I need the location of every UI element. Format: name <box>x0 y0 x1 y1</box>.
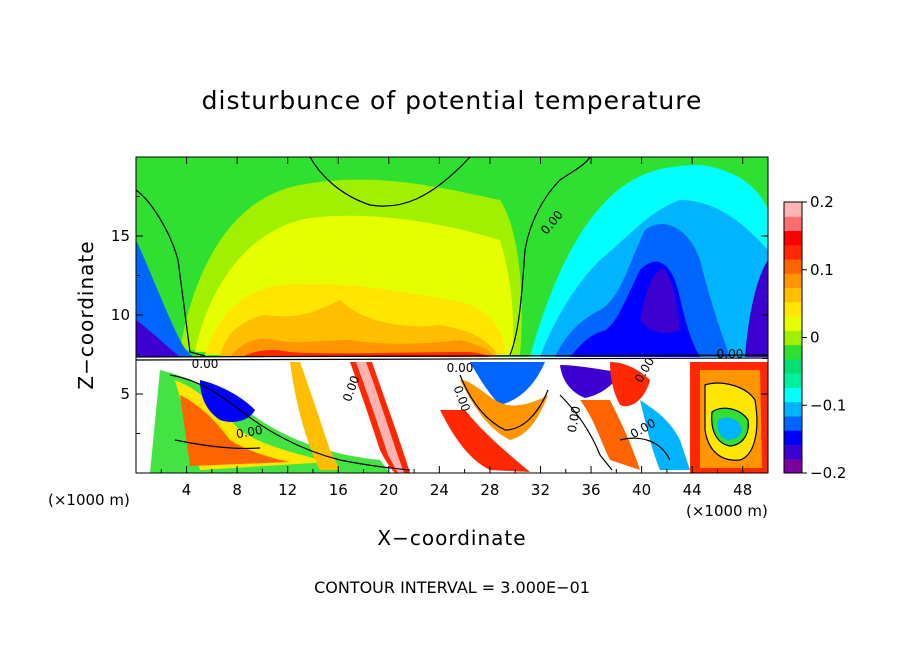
colorbar-swatch <box>784 387 802 403</box>
contour-interval-note: CONTOUR INTERVAL = 3.000E−01 <box>314 578 590 597</box>
colorbar-swatch <box>784 373 802 388</box>
x-tick-label: 36 <box>581 481 600 499</box>
y-tick-label: 10 <box>111 306 130 324</box>
contour-label: 0.00 <box>447 361 474 375</box>
colorbar-swatch <box>784 316 802 331</box>
colorbar-tick-label: −0.2 <box>810 464 846 482</box>
contour-label: 0.00 <box>192 357 219 371</box>
colorbar-tick-label: 0.2 <box>810 193 834 211</box>
colorbar-swatch <box>784 415 802 431</box>
x-tick-label: 44 <box>683 481 702 499</box>
x-axis-label: X−coordinate <box>377 526 527 550</box>
x-tick-label: 16 <box>329 481 348 499</box>
colorbar-tick-label: 0.1 <box>810 261 834 279</box>
colorbar-swatch <box>784 244 802 260</box>
colorbar-swatch <box>784 273 802 289</box>
colorbar-tick-label: 0 <box>810 329 820 347</box>
x-tick-label: 32 <box>531 481 550 499</box>
x-tick-label: 24 <box>430 481 449 499</box>
x-tick-label: 8 <box>232 481 242 499</box>
plot-area <box>136 157 768 473</box>
colorbar-swatch <box>784 230 802 246</box>
contour-label: 0.00 <box>565 405 583 434</box>
y-axis-ticks: 5 10 15 <box>111 196 768 434</box>
colorbar-swatch <box>784 344 802 360</box>
x-unit-left: (×1000 m) <box>48 491 130 509</box>
contour-label: 0.00 <box>235 423 264 441</box>
colorbar-swatch <box>784 330 802 346</box>
x-tick-label: 4 <box>182 481 192 499</box>
x-tick-label: 20 <box>379 481 398 499</box>
x-tick-label: 48 <box>733 481 752 499</box>
chart-title: disturbunce of potential temperature <box>201 86 703 115</box>
colorbar-swatch <box>784 216 802 232</box>
colorbar-swatch <box>784 358 802 374</box>
colorbar-swatch <box>784 401 802 417</box>
colorbar-swatch <box>784 458 802 474</box>
x-tick-label: 40 <box>632 481 651 499</box>
contour-label: 0.00 <box>717 347 744 361</box>
y-tick-label: 5 <box>120 385 130 403</box>
x-unit-right: (×1000 m) <box>686 502 768 520</box>
colorbar-swatch <box>784 444 802 460</box>
x-axis-ticks: 4 8 12 16 20 24 28 32 36 40 44 48 <box>160 157 752 499</box>
colorbar-tick-label: −0.1 <box>810 396 846 414</box>
colorbar-swatch <box>784 287 802 303</box>
y-tick-label: 15 <box>111 227 130 245</box>
colorbar-swatch <box>784 202 802 217</box>
colorbar: 0.2 0.1 0 −0.1 −0.2 <box>783 193 846 482</box>
x-tick-label: 28 <box>480 481 499 499</box>
colorbar-swatch <box>784 430 802 445</box>
colorbar-swatch <box>784 259 802 274</box>
x-tick-label: 12 <box>278 481 297 499</box>
colorbar-swatch <box>784 301 802 317</box>
